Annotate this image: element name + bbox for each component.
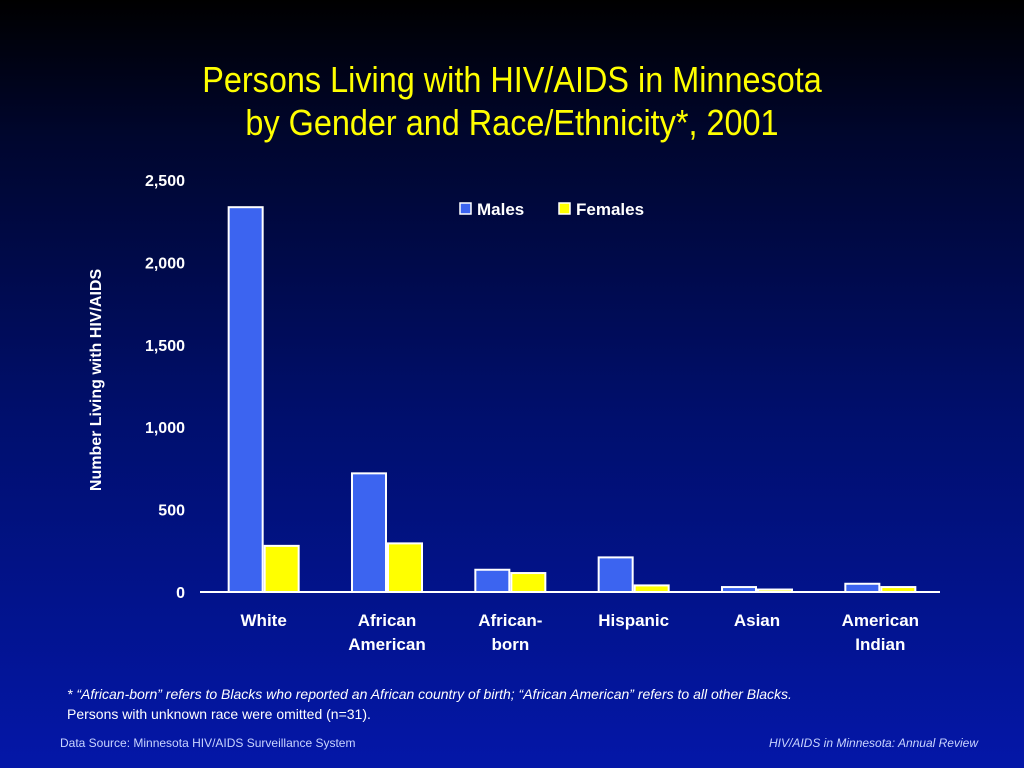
x-tick-label: born xyxy=(491,635,529,654)
report-name: HIV/AIDS in Minnesota: Annual Review xyxy=(769,736,978,750)
y-tick-label: 2,000 xyxy=(145,255,185,272)
females-bar xyxy=(510,572,547,593)
y-tick-label: 1,500 xyxy=(145,338,185,355)
x-tick-label: African xyxy=(358,611,417,630)
data-source: Data Source: Minnesota HIV/AIDS Surveill… xyxy=(60,736,356,750)
footnote-definition: * “African-born” refers to Blacks who re… xyxy=(67,686,792,702)
x-tick-label: Hispanic xyxy=(598,611,669,630)
x-tick-label: African- xyxy=(478,611,542,630)
x-tick-label: Asian xyxy=(734,611,780,630)
x-tick-label: American xyxy=(348,635,425,654)
legend-swatch-males xyxy=(459,202,472,215)
females-bar xyxy=(263,544,300,594)
legend-label-females: Females xyxy=(576,200,644,219)
males-bar xyxy=(474,568,511,594)
x-tick-label: Indian xyxy=(855,635,905,654)
x-tick-label: American xyxy=(842,611,919,630)
y-tick-label: 0 xyxy=(176,585,185,602)
males-bar xyxy=(227,206,264,594)
footnote-omitted: Persons with unknown race were omitted (… xyxy=(67,706,371,722)
chart-title-line-2: by Gender and Race/Ethnicity*, 2001 xyxy=(245,102,779,143)
females-bar xyxy=(387,542,423,593)
y-tick-label: 2,500 xyxy=(145,173,185,190)
y-tick-label: 500 xyxy=(158,503,185,520)
legend-swatch-females xyxy=(558,202,571,215)
y-axis-label: Number Living with HIV/AIDS xyxy=(88,269,105,492)
y-tick-label: 1,000 xyxy=(145,420,185,437)
males-bar xyxy=(844,582,881,594)
legend-label-males: Males xyxy=(477,200,524,219)
males-bar xyxy=(351,472,387,593)
males-bar xyxy=(597,556,634,594)
chart-title-line-1: Persons Living with HIV/AIDS in Minnesot… xyxy=(202,59,822,100)
x-tick-label: White xyxy=(241,611,287,630)
bar-chart: 0 500 1,000 1,500 2,000 2,500 Number Living wi… xyxy=(88,173,919,654)
